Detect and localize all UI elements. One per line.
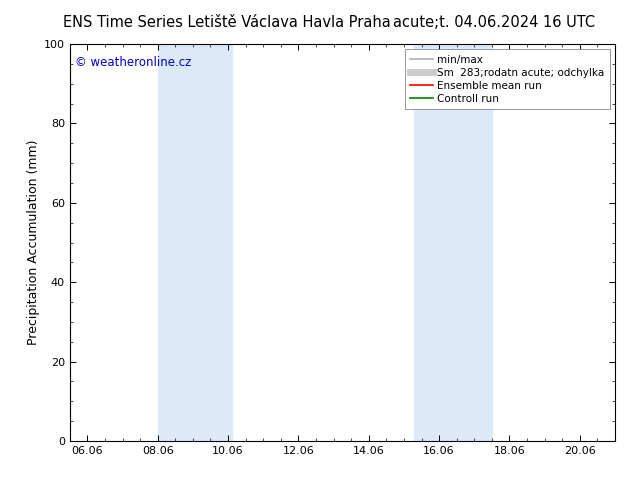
Text: ENS Time Series Letiště Václava Havla Praha: ENS Time Series Letiště Václava Havla Pr… (63, 15, 391, 29)
Text: acute;t. 04.06.2024 16 UTC: acute;t. 04.06.2024 16 UTC (393, 15, 595, 29)
Y-axis label: Precipitation Accumulation (mm): Precipitation Accumulation (mm) (27, 140, 40, 345)
Bar (158, 44, 231, 441)
Text: © weatheronline.cz: © weatheronline.cz (75, 56, 191, 69)
Bar (415, 44, 492, 441)
Legend: min/max, Sm  283;rodatn acute; odchylka, Ensemble mean run, Controll run: min/max, Sm 283;rodatn acute; odchylka, … (405, 49, 610, 109)
